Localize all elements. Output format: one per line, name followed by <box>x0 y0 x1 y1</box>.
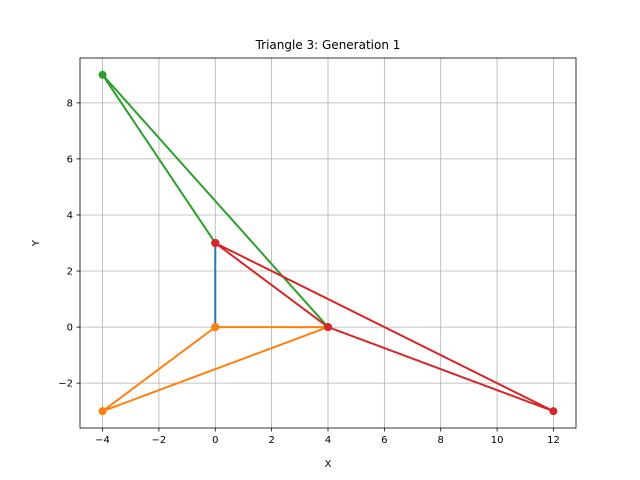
x-tick-label: 10 <box>491 435 504 446</box>
x-tick-label: 2 <box>268 435 274 446</box>
x-tick-label: 12 <box>547 435 560 446</box>
series-3-point <box>98 70 107 79</box>
series-2-point <box>98 407 107 416</box>
series-2-point <box>211 323 220 332</box>
x-tick-label: −4 <box>95 435 110 446</box>
series-4-line <box>213 241 555 413</box>
x-axis-label: X <box>325 459 332 470</box>
x-tick-label: 0 <box>212 435 218 446</box>
series-4-point <box>211 239 220 247</box>
x-tick-label: 8 <box>438 435 444 446</box>
y-axis-label: Y <box>31 239 42 247</box>
y-tick-label: 4 <box>67 210 73 221</box>
x-tick-label: 6 <box>381 435 387 446</box>
series-layer <box>98 70 558 416</box>
y-tick-label: 2 <box>67 267 73 278</box>
series-2-line <box>101 325 329 413</box>
y-tick-label: 0 <box>67 323 73 334</box>
y-tick-label: 8 <box>67 98 73 109</box>
x-tick-label: 4 <box>325 435 331 446</box>
series-4-point <box>324 323 332 332</box>
ticks: −4 −2 0 2 4 6 8 10 12 −2 0 2 4 6 8 <box>58 98 560 446</box>
x-tick-label: −2 <box>152 435 167 446</box>
series-4-point <box>549 407 558 416</box>
y-tick-label: 6 <box>67 154 73 165</box>
y-tick-label: −2 <box>58 379 73 390</box>
chart-title: Triangle 3: Generation 1 <box>255 38 401 52</box>
